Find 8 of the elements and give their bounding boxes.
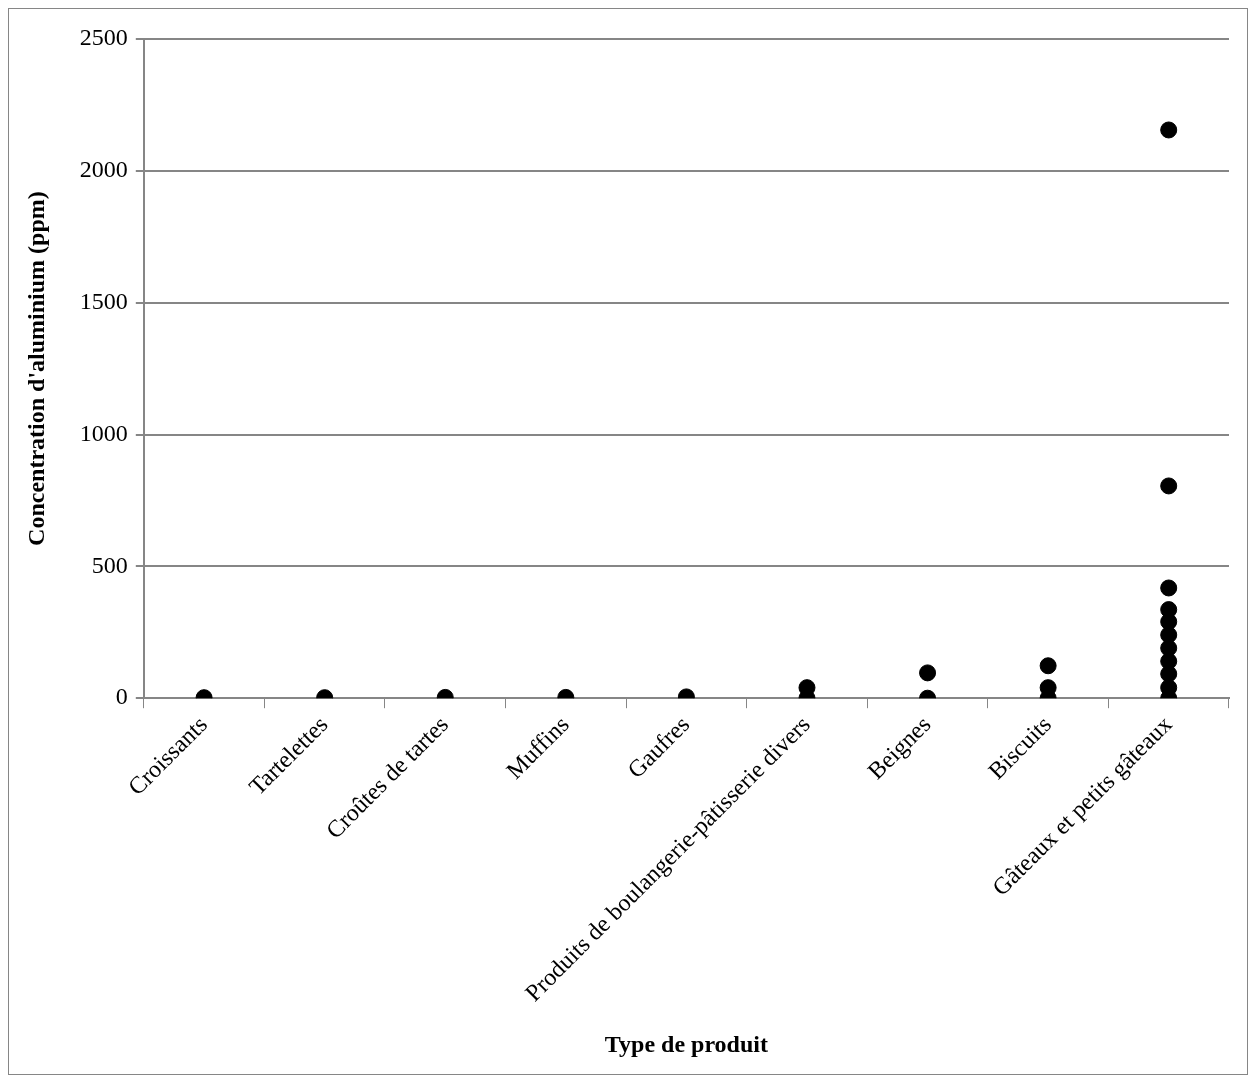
- y-tick-label: 2500: [79, 24, 128, 51]
- y-tick-label: 0: [115, 683, 128, 710]
- y-tick-label: 500: [91, 551, 128, 578]
- y-tick-label: 1500: [79, 287, 128, 314]
- y-tick-label: 1000: [79, 419, 128, 446]
- x-axis-title: Type de produit: [604, 1030, 768, 1057]
- y-axis-title: Concentration d'aluminium (ppm): [22, 191, 49, 546]
- y-tick-label: 2000: [79, 156, 128, 183]
